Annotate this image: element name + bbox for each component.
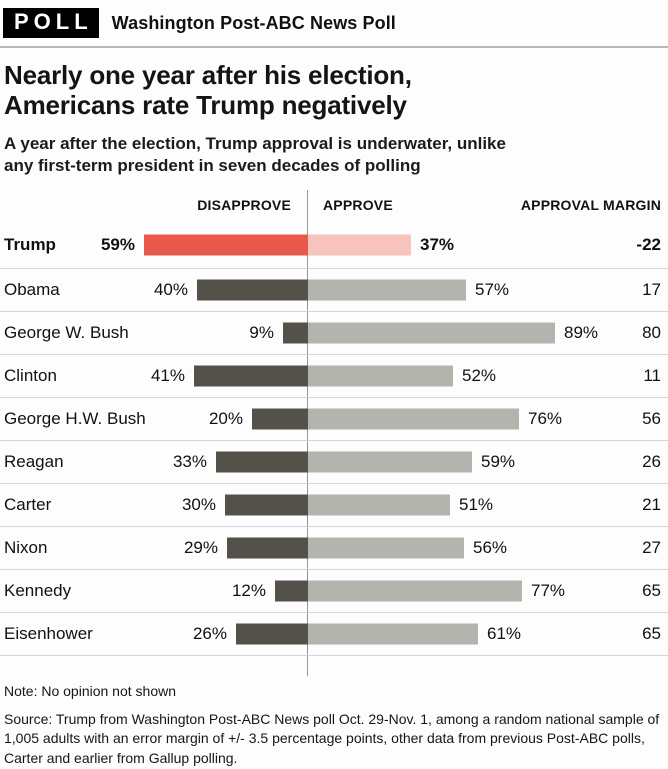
disapprove-value: 20% bbox=[208, 408, 243, 428]
subtitle-line2: any first-term president in seven decade… bbox=[4, 156, 421, 176]
table-row: Eisenhower 26% 61% 65 bbox=[0, 613, 668, 656]
approval-chart: DISAPPROVE APPROVE APPROVAL MARGIN Trump… bbox=[0, 186, 668, 676]
margin-value: 26 bbox=[642, 451, 661, 471]
disapprove-value: 26% bbox=[192, 623, 227, 643]
subtitle: A year after the election, Trump approva… bbox=[4, 133, 663, 178]
disapprove-bar bbox=[283, 322, 308, 344]
table-row: George W. Bush 9% 89% 80 bbox=[0, 312, 668, 355]
president-label: Reagan bbox=[4, 451, 64, 471]
poll-badge: POLL bbox=[3, 8, 99, 39]
margin-value: -22 bbox=[636, 234, 661, 254]
table-row: Reagan 33% 59% 26 bbox=[0, 441, 668, 484]
zero-axis-line bbox=[307, 189, 308, 676]
table-row: Nixon 29% 56% 27 bbox=[0, 527, 668, 570]
approve-value: 59% bbox=[481, 451, 516, 471]
table-row: Clinton 41% 52% 11 bbox=[0, 355, 668, 398]
approve-value: 56% bbox=[473, 537, 508, 557]
column-headers: DISAPPROVE APPROVE APPROVAL MARGIN bbox=[0, 186, 668, 222]
president-label: Clinton bbox=[4, 365, 57, 385]
approve-bar bbox=[308, 537, 464, 559]
headline-line1: Nearly one year after his election, bbox=[4, 60, 412, 91]
disapprove-value: 29% bbox=[183, 537, 218, 557]
president-label: Obama bbox=[4, 279, 60, 299]
disapprove-bar bbox=[252, 408, 308, 430]
column-header-approval-margin: APPROVAL MARGIN bbox=[520, 196, 661, 213]
approve-value: 61% bbox=[487, 623, 522, 643]
approve-value: 52% bbox=[462, 365, 497, 385]
headline-line2: Americans rate Trump negatively bbox=[4, 89, 407, 120]
chart-tail bbox=[0, 656, 668, 676]
table-row: George H.W. Bush 20% 76% 56 bbox=[0, 398, 668, 441]
margin-value: 21 bbox=[642, 494, 661, 514]
disapprove-value: 9% bbox=[249, 322, 274, 342]
approve-bar bbox=[308, 580, 522, 602]
disapprove-bar bbox=[227, 537, 308, 559]
margin-value: 65 bbox=[642, 580, 661, 600]
disapprove-value: 59% bbox=[100, 234, 135, 254]
approve-value: 89% bbox=[564, 322, 599, 342]
table-row: Kennedy 12% 77% 65 bbox=[0, 570, 668, 613]
disapprove-value: 12% bbox=[231, 580, 266, 600]
president-label: Trump bbox=[4, 234, 56, 254]
disapprove-bar bbox=[197, 279, 308, 301]
approve-bar bbox=[308, 234, 411, 256]
disapprove-value: 41% bbox=[150, 365, 185, 385]
table-row: Trump 59% 37% -22 bbox=[0, 222, 668, 269]
column-header-approve: APPROVE bbox=[323, 196, 393, 213]
table-row: Obama 40% 57% 17 bbox=[0, 269, 668, 312]
approve-bar bbox=[308, 279, 466, 301]
disapprove-value: 33% bbox=[172, 451, 207, 471]
approve-value: 76% bbox=[528, 408, 563, 428]
approve-bar bbox=[308, 322, 555, 344]
approve-value: 77% bbox=[531, 580, 566, 600]
approve-value: 37% bbox=[420, 234, 455, 254]
column-header-disapprove: DISAPPROVE bbox=[197, 196, 291, 213]
disapprove-value: 40% bbox=[153, 279, 188, 299]
disapprove-bar bbox=[144, 234, 308, 256]
page-title: Nearly one year after his election, Amer… bbox=[4, 60, 663, 120]
source-text: Source: Trump from Washington Post-ABC N… bbox=[4, 710, 660, 766]
margin-value: 17 bbox=[642, 279, 661, 299]
president-label: Kennedy bbox=[4, 580, 72, 600]
approve-bar bbox=[308, 451, 472, 473]
disapprove-bar bbox=[225, 494, 308, 516]
table-row: Carter 30% 51% 21 bbox=[0, 484, 668, 527]
top-band: POLL Washington Post-ABC News Poll bbox=[0, 0, 668, 49]
approve-bar bbox=[308, 408, 519, 430]
margin-value: 56 bbox=[642, 408, 661, 428]
disapprove-bar bbox=[194, 365, 308, 387]
approve-value: 57% bbox=[475, 279, 510, 299]
note-text: Note: No opinion not shown bbox=[4, 682, 176, 699]
margin-value: 27 bbox=[642, 537, 661, 557]
president-label: Eisenhower bbox=[4, 623, 93, 643]
approve-bar bbox=[308, 494, 450, 516]
president-label: George H.W. Bush bbox=[4, 408, 146, 428]
president-label: Nixon bbox=[4, 537, 48, 557]
disapprove-value: 30% bbox=[181, 494, 216, 514]
approve-value: 51% bbox=[459, 494, 494, 514]
disapprove-bar bbox=[236, 623, 308, 645]
brand-title: Washington Post-ABC News Poll bbox=[111, 12, 396, 33]
approve-bar bbox=[308, 623, 478, 645]
president-label: George W. Bush bbox=[4, 322, 129, 342]
margin-value: 65 bbox=[642, 623, 661, 643]
president-label: Carter bbox=[4, 494, 52, 514]
margin-value: 80 bbox=[642, 322, 661, 342]
disapprove-bar bbox=[275, 580, 308, 602]
approve-bar bbox=[308, 365, 453, 387]
disapprove-bar bbox=[216, 451, 308, 473]
chart-rows: Trump 59% 37% -22 Obama 40% 57% 17 George W. Bus… bbox=[0, 222, 668, 656]
subtitle-line1: A year after the election, Trump approva… bbox=[4, 133, 506, 153]
margin-value: 11 bbox=[643, 365, 661, 385]
